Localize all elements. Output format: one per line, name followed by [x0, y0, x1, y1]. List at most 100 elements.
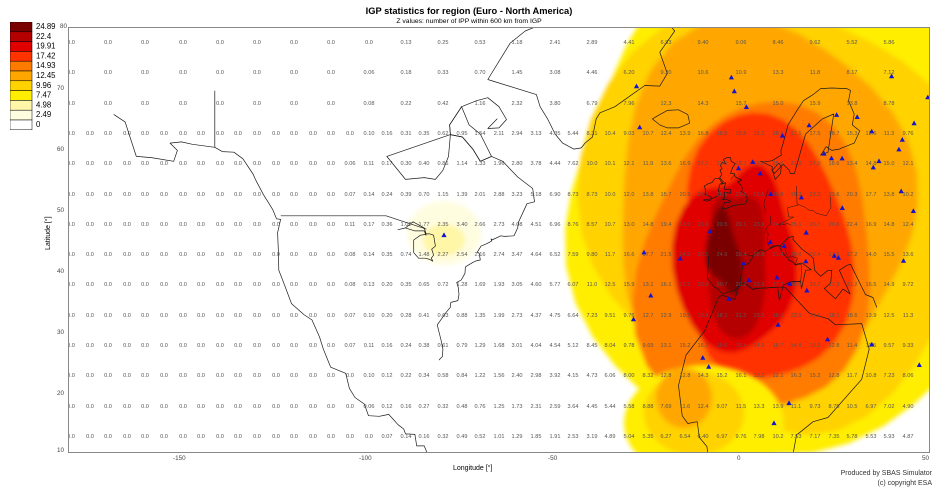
svg-text:0.0: 0.0 — [160, 161, 168, 167]
svg-text:0.32: 0.32 — [438, 434, 449, 440]
svg-text:0.0: 0.0 — [86, 373, 94, 379]
svg-text:0.36: 0.36 — [382, 222, 393, 228]
svg-text:12.5: 12.5 — [605, 282, 616, 288]
svg-text:13.4: 13.4 — [847, 161, 858, 167]
svg-text:17.1: 17.1 — [791, 131, 802, 137]
svg-text:22.4: 22.4 — [36, 32, 52, 41]
svg-text:23.6: 23.6 — [736, 192, 747, 198]
svg-text:6.79: 6.79 — [587, 101, 598, 107]
svg-text:0.84: 0.84 — [457, 373, 468, 379]
svg-text:0.40: 0.40 — [419, 161, 430, 167]
svg-text:18.5: 18.5 — [717, 131, 728, 137]
svg-text:13.9: 13.9 — [680, 131, 691, 137]
svg-text:0.07: 0.07 — [345, 313, 356, 319]
svg-text:14.9: 14.9 — [754, 343, 765, 349]
svg-text:0.0: 0.0 — [160, 434, 168, 440]
svg-text:0.0: 0.0 — [123, 434, 131, 440]
svg-text:0.0: 0.0 — [179, 161, 187, 167]
svg-text:0.0: 0.0 — [327, 313, 335, 319]
svg-text:4.54: 4.54 — [550, 343, 561, 349]
svg-text:12.8: 12.8 — [661, 373, 672, 379]
svg-text:3.13: 3.13 — [531, 131, 542, 137]
svg-text:10.4: 10.4 — [605, 131, 616, 137]
svg-text:0.0: 0.0 — [197, 252, 205, 258]
svg-text:9.72: 9.72 — [903, 282, 914, 288]
svg-text:0.11: 0.11 — [364, 161, 374, 167]
svg-text:5.86: 5.86 — [884, 40, 895, 46]
svg-text:0.0: 0.0 — [309, 434, 317, 440]
svg-text:0.0: 0.0 — [104, 131, 112, 137]
svg-text:16.7: 16.7 — [698, 343, 709, 349]
svg-text:0.58: 0.58 — [438, 373, 449, 379]
svg-text:0.0: 0.0 — [253, 313, 261, 319]
svg-text:0.0: 0.0 — [253, 40, 261, 46]
svg-text:9.33: 9.33 — [903, 343, 914, 349]
svg-text:4.60: 4.60 — [531, 282, 542, 288]
svg-text:13.9: 13.9 — [773, 404, 784, 410]
svg-text:0.14: 0.14 — [364, 192, 375, 198]
svg-text:7.35: 7.35 — [829, 434, 840, 440]
svg-text:0.0: 0.0 — [290, 434, 298, 440]
svg-text:17.5: 17.5 — [810, 131, 821, 137]
svg-text:0.0: 0.0 — [234, 252, 242, 258]
svg-text:12.8: 12.8 — [829, 373, 840, 379]
svg-text:15.1: 15.1 — [754, 131, 765, 137]
svg-text:1.16: 1.16 — [475, 101, 486, 107]
svg-text:0.0: 0.0 — [216, 40, 224, 46]
svg-text:0.08: 0.08 — [364, 101, 375, 107]
svg-text:12.8: 12.8 — [680, 373, 691, 379]
svg-text:0.0: 0.0 — [123, 131, 131, 137]
svg-text:25.6: 25.6 — [773, 161, 784, 167]
svg-text:0.0: 0.0 — [290, 282, 298, 288]
svg-text:0.0: 0.0 — [272, 313, 280, 319]
svg-text:0.0: 0.0 — [179, 101, 187, 107]
svg-text:26.1: 26.1 — [717, 192, 728, 198]
svg-text:0.0: 0.0 — [69, 373, 75, 379]
svg-text:2.31: 2.31 — [531, 404, 542, 410]
svg-text:0.0: 0.0 — [309, 343, 317, 349]
svg-text:4.08: 4.08 — [512, 222, 523, 228]
svg-text:0.65: 0.65 — [419, 282, 430, 288]
svg-text:20.3: 20.3 — [847, 192, 858, 198]
svg-text:0.0: 0.0 — [141, 434, 149, 440]
svg-text:0.0: 0.0 — [253, 192, 261, 198]
svg-text:0.0: 0.0 — [86, 313, 94, 319]
svg-text:28.8: 28.8 — [754, 252, 765, 258]
svg-text:0.53: 0.53 — [475, 40, 486, 46]
svg-text:3.80: 3.80 — [550, 101, 561, 107]
svg-text:0.0: 0.0 — [327, 131, 335, 137]
svg-text:2.01: 2.01 — [475, 192, 486, 198]
svg-text:0.0: 0.0 — [69, 222, 75, 228]
svg-text:13.8: 13.8 — [847, 101, 858, 107]
svg-text:2.74: 2.74 — [494, 252, 505, 258]
svg-text:0.0: 0.0 — [141, 131, 149, 137]
svg-text:12.1: 12.1 — [773, 373, 784, 379]
svg-text:6.93: 6.93 — [661, 40, 672, 46]
svg-text:0.0: 0.0 — [141, 192, 149, 198]
svg-text:8.73: 8.73 — [587, 192, 598, 198]
svg-text:4.64: 4.64 — [531, 252, 542, 258]
svg-text:5.12: 5.12 — [568, 343, 579, 349]
svg-text:0.0: 0.0 — [86, 192, 94, 198]
svg-text:4.15: 4.15 — [568, 373, 579, 379]
svg-text:16.7: 16.7 — [773, 343, 784, 349]
svg-text:14.93: 14.93 — [36, 61, 56, 70]
svg-text:20.5: 20.5 — [698, 252, 709, 258]
svg-text:2.49: 2.49 — [36, 110, 51, 119]
svg-text:13.0: 13.0 — [624, 222, 635, 228]
svg-text:6.07: 6.07 — [568, 282, 579, 288]
svg-text:9.69: 9.69 — [643, 343, 654, 349]
svg-text:0.70: 0.70 — [419, 192, 430, 198]
svg-text:8.75: 8.75 — [829, 404, 840, 410]
svg-text:0.74: 0.74 — [401, 252, 412, 258]
svg-text:10.7: 10.7 — [605, 222, 616, 228]
svg-text:12.4: 12.4 — [661, 131, 672, 137]
svg-text:0.0: 0.0 — [309, 192, 317, 198]
svg-text:0.0: 0.0 — [69, 161, 75, 167]
svg-text:0.0: 0.0 — [327, 222, 335, 228]
svg-text:0.0: 0.0 — [309, 373, 317, 379]
svg-text:1.69: 1.69 — [475, 282, 486, 288]
svg-text:15.2: 15.2 — [810, 373, 821, 379]
svg-text:9.96: 9.96 — [36, 81, 51, 90]
svg-text:0.06: 0.06 — [345, 161, 356, 167]
